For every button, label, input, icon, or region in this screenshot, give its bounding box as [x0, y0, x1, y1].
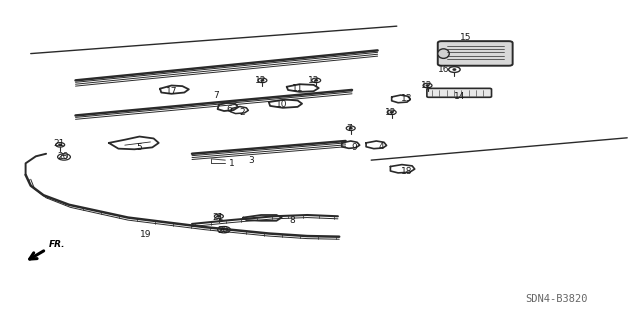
Text: 12: 12: [255, 76, 267, 85]
Circle shape: [349, 128, 352, 129]
Text: 5: 5: [137, 143, 142, 152]
FancyBboxPatch shape: [438, 41, 513, 66]
Text: 14: 14: [454, 92, 465, 101]
Text: 16: 16: [438, 65, 450, 74]
Text: 20: 20: [57, 152, 68, 161]
Text: 21: 21: [212, 213, 223, 222]
Text: 2: 2: [239, 108, 244, 117]
FancyBboxPatch shape: [427, 88, 492, 97]
Circle shape: [390, 112, 393, 113]
Ellipse shape: [438, 49, 449, 58]
Text: 6: 6: [227, 105, 232, 114]
Circle shape: [315, 80, 317, 81]
Text: 12: 12: [308, 76, 319, 85]
Text: 9: 9: [352, 143, 357, 152]
Text: 10: 10: [276, 100, 287, 109]
Text: 13: 13: [401, 94, 413, 103]
Text: 1: 1: [229, 159, 234, 168]
Text: 15: 15: [460, 33, 472, 42]
Circle shape: [218, 216, 220, 217]
Circle shape: [59, 144, 61, 145]
Circle shape: [453, 69, 456, 70]
Text: 4: 4: [379, 142, 384, 151]
Text: 7: 7: [347, 124, 352, 133]
Circle shape: [261, 80, 264, 81]
Text: 7: 7: [214, 91, 219, 100]
Text: 21: 21: [53, 139, 65, 148]
Text: 19: 19: [140, 230, 152, 239]
Text: 20: 20: [217, 226, 228, 235]
Text: 11: 11: [292, 84, 303, 93]
Text: 3: 3: [248, 156, 253, 165]
Circle shape: [426, 85, 429, 86]
Text: 8: 8: [289, 216, 294, 225]
Text: 17: 17: [166, 87, 177, 96]
Text: 12: 12: [420, 81, 432, 90]
Text: SDN4-B3820: SDN4-B3820: [525, 294, 588, 304]
Text: 18: 18: [401, 167, 413, 176]
Text: 12: 12: [385, 108, 396, 117]
Text: FR.: FR.: [49, 241, 65, 249]
